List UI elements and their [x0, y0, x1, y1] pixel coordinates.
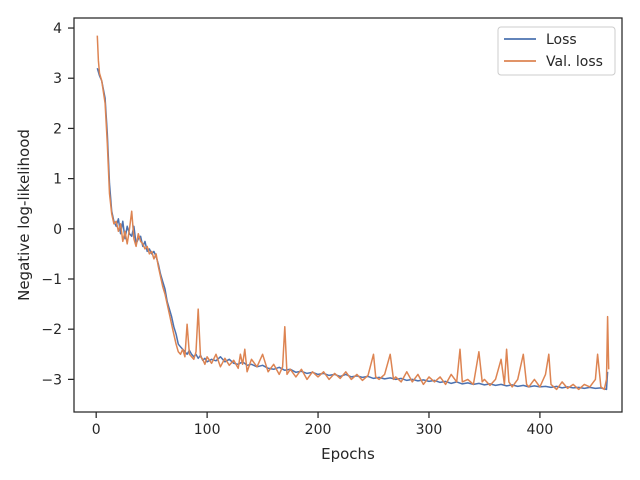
legend: Loss Val. loss [497, 26, 616, 76]
x-tick-label: 300 [416, 422, 443, 438]
plot-background [74, 18, 622, 412]
legend-label: Loss [546, 32, 577, 48]
y-axis-label: Negative log-likelihood [15, 129, 33, 301]
plot-frame [73, 17, 623, 413]
y-tick-label: 1 [53, 172, 62, 188]
y-ticks: 4 3 2 1 0 −1 −2 −3 [41, 21, 74, 388]
y-tick-label: 2 [53, 121, 62, 137]
y-tick-label: 0 [53, 222, 62, 238]
series-lines [96, 35, 610, 391]
y-tick-label: −1 [41, 272, 62, 288]
x-tick-label: 0 [92, 422, 101, 438]
y-tick-label: −2 [41, 322, 62, 338]
legend-label: Val. loss [546, 54, 603, 70]
x-axis-label: Epochs [321, 445, 375, 463]
y-tick-label: −3 [41, 372, 62, 388]
y-tick-label: 4 [53, 21, 62, 37]
x-tick-label: 400 [527, 422, 554, 438]
x-tick-label: 100 [194, 422, 221, 438]
x-tick-label: 200 [305, 422, 332, 438]
series-line-val-loss [96, 35, 610, 391]
y-tick-label: 3 [53, 71, 62, 87]
x-ticks: 0 100 200 300 400 [92, 412, 554, 438]
